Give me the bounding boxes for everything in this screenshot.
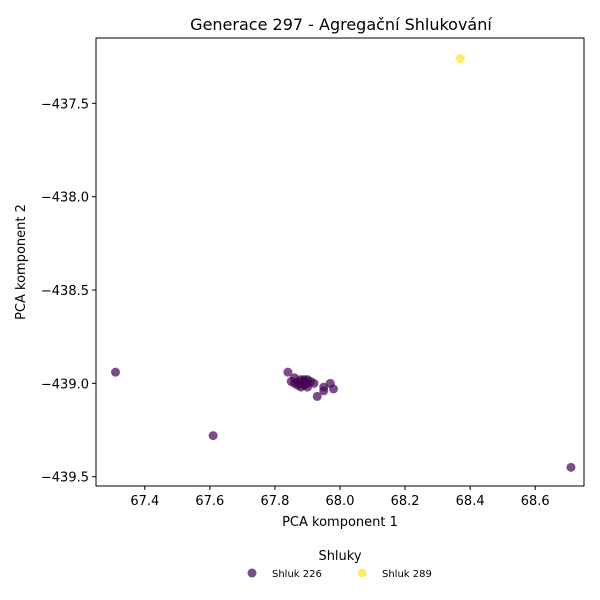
- x-tick-label: 68.2: [391, 494, 420, 509]
- y-tick-label: −437.5: [41, 97, 89, 112]
- x-tick-label: 67.8: [260, 494, 289, 509]
- data-point-series-0: [312, 391, 322, 401]
- legend-item-label: Shluk 226: [272, 569, 322, 580]
- legend-item-label: Shluk 289: [382, 569, 432, 580]
- data-point-series-0: [566, 462, 576, 472]
- x-tick-label: 67.6: [195, 494, 224, 509]
- data-point-series-0: [328, 384, 338, 394]
- x-tick-label: 67.4: [130, 494, 159, 509]
- y-tick-label: −438.0: [41, 191, 89, 206]
- data-point-series-0: [283, 367, 293, 377]
- data-point-series-1: [455, 54, 465, 64]
- x-tick-label: 68.4: [456, 494, 485, 509]
- legend: Shluky Shluk 226 Shluk 289: [247, 549, 432, 580]
- y-tick-label: −438.5: [41, 284, 89, 299]
- x-tick-label: 68.6: [521, 494, 550, 509]
- y-axis-label: PCA komponent 2: [14, 204, 29, 320]
- x-tick-label: 68.0: [326, 494, 355, 509]
- legend-title: Shluky: [318, 549, 361, 564]
- data-point-series-0: [111, 367, 121, 377]
- y-tick-label: −439.5: [41, 471, 89, 486]
- y-tick-label: −439.0: [41, 377, 89, 392]
- data-point-series-0: [319, 386, 329, 396]
- legend-marker: [357, 568, 367, 578]
- data-point-series-0: [208, 431, 218, 441]
- legend-marker: [247, 568, 257, 578]
- x-axis-label: PCA komponent 1: [282, 515, 398, 530]
- chart-title: Generace 297 - Agregační Shlukování: [190, 15, 492, 34]
- plot-frame: [95, 37, 585, 487]
- data-point-series-0: [309, 378, 319, 388]
